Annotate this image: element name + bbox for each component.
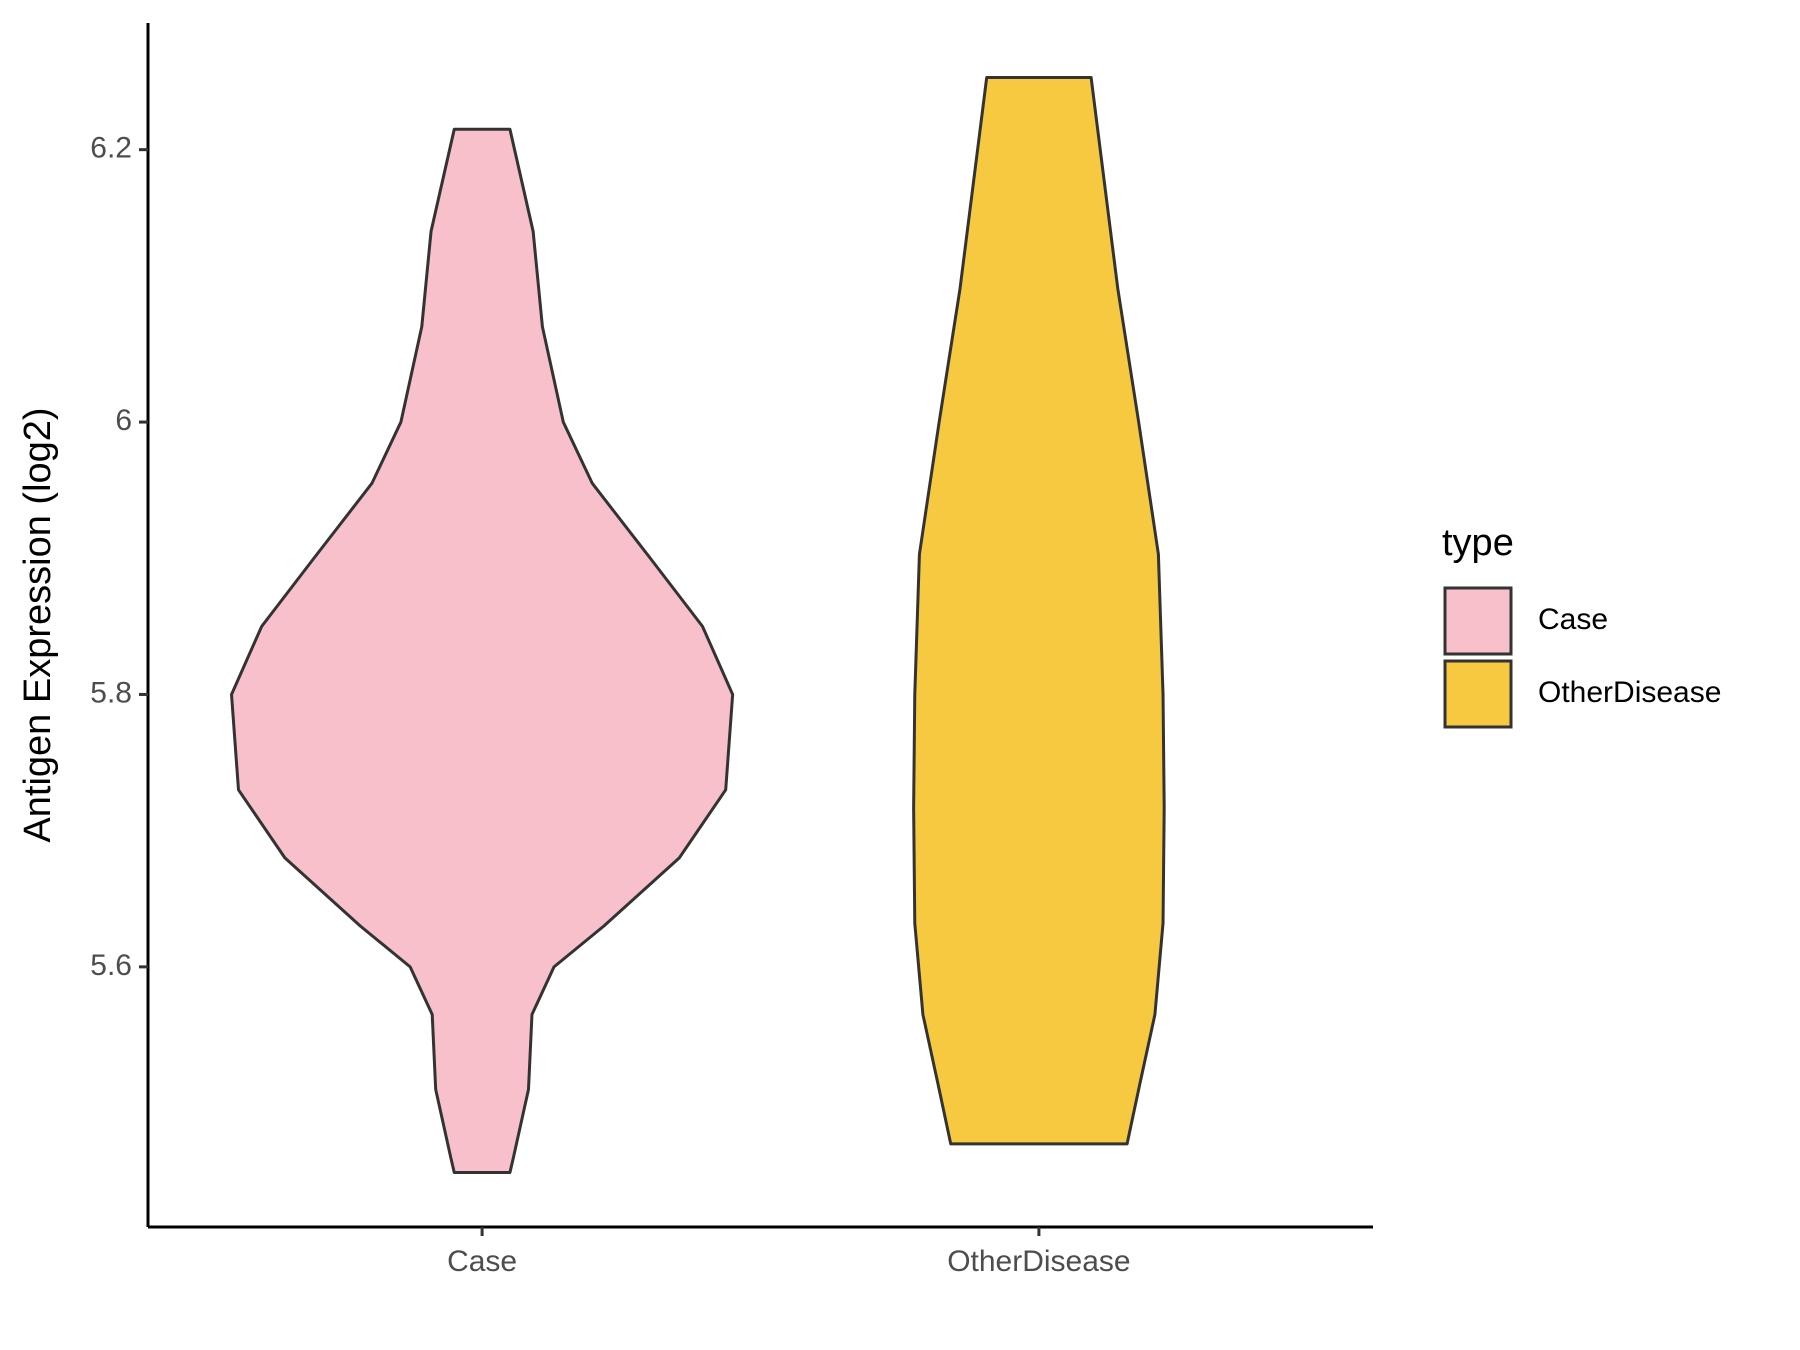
legend-label: OtherDisease [1538, 676, 1721, 709]
y-tick-label: 5.8 [90, 676, 132, 709]
legend-key [1443, 586, 1513, 656]
legend-title: type [1442, 522, 1514, 564]
violin [230, 127, 735, 1175]
y-tick-label: 5.6 [90, 949, 132, 982]
y-tick-label: 6.2 [90, 132, 132, 165]
y-tick-label: 6 [115, 404, 132, 437]
legend-label: Case [1538, 603, 1608, 636]
legend-key [1443, 659, 1513, 729]
y-axis-label: Antigen Expression (log2) [17, 407, 59, 842]
x-tick-label: Case [447, 1245, 517, 1278]
x-tick-label: OtherDisease [947, 1245, 1130, 1278]
violin [912, 75, 1166, 1146]
